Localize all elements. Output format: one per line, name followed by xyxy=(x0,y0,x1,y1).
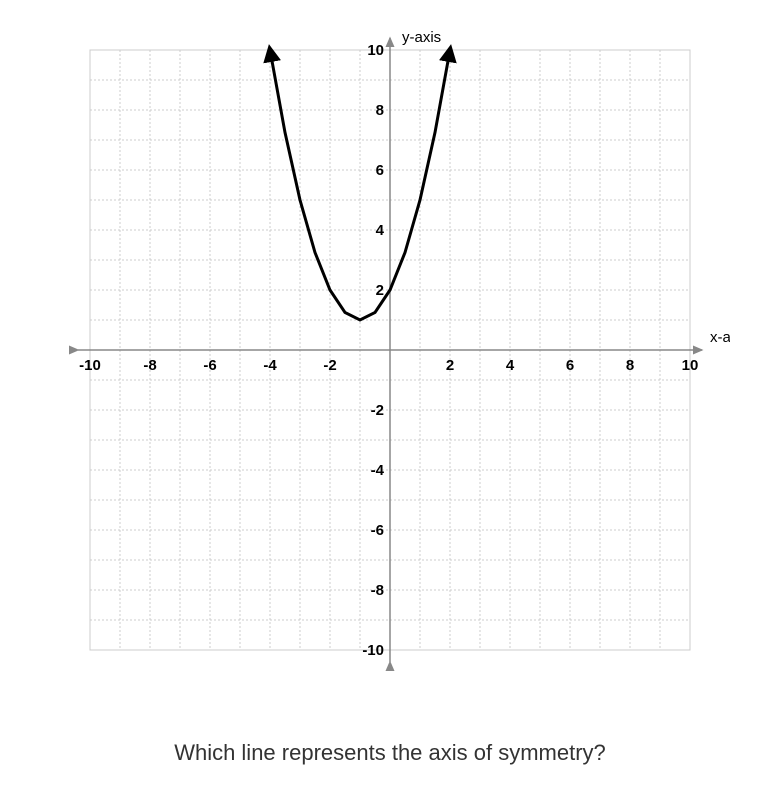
svg-text:4: 4 xyxy=(506,357,515,374)
svg-text:y-axis: y-axis xyxy=(402,29,441,46)
svg-text:-6: -6 xyxy=(203,357,216,374)
coordinate-graph: -10 -8 -6 -4 -2 2 4 6 8 10 10 8 6 4 2 -2 -4 -6 -8 -10 x-axis… xyxy=(50,20,730,685)
svg-text:-8: -8 xyxy=(371,582,384,599)
svg-text:-10: -10 xyxy=(79,357,101,374)
svg-text:-10: -10 xyxy=(362,642,384,659)
chart-svg: -10 -8 -6 -4 -2 2 4 6 8 10 10 8 6 4 2 -2 -4 -6 -8 -10 x-axis… xyxy=(50,20,730,680)
svg-text:6: 6 xyxy=(376,162,384,179)
svg-text:-2: -2 xyxy=(323,357,336,374)
svg-text:10: 10 xyxy=(367,42,384,59)
svg-text:-8: -8 xyxy=(143,357,156,374)
svg-text:2: 2 xyxy=(446,357,454,374)
svg-text:6: 6 xyxy=(566,357,574,374)
svg-text:-2: -2 xyxy=(371,402,384,419)
svg-text:8: 8 xyxy=(626,357,634,374)
svg-text:8: 8 xyxy=(376,102,384,119)
svg-text:4: 4 xyxy=(376,222,385,239)
svg-text:-4: -4 xyxy=(371,462,385,479)
question-text: Which line represents the axis of symmet… xyxy=(174,740,606,766)
svg-text:10: 10 xyxy=(682,357,699,374)
svg-text:2: 2 xyxy=(376,282,384,299)
svg-text:-4: -4 xyxy=(263,357,277,374)
svg-text:-6: -6 xyxy=(371,522,384,539)
svg-text:x-axis: x-axis xyxy=(710,329,730,346)
